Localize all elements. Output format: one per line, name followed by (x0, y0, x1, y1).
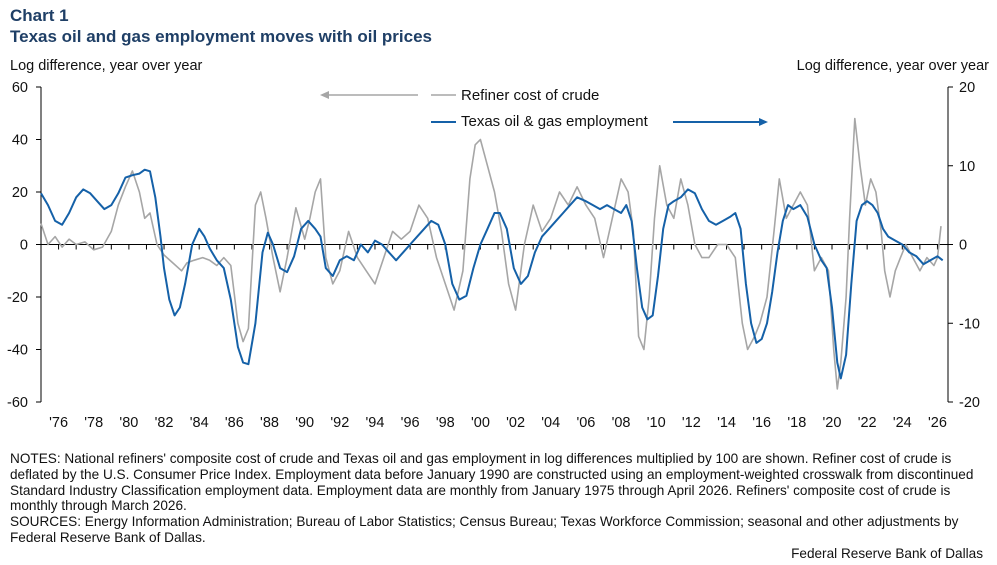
x-tick-label: '06 (576, 415, 595, 431)
x-tick-label: '14 (717, 415, 736, 431)
x-tick-label: '08 (612, 415, 631, 431)
x-tick-label: '88 (260, 415, 279, 431)
x-tick-label: '84 (190, 415, 209, 431)
chart-kicker: Chart 1 (10, 6, 69, 25)
left-tick-label: -60 (7, 395, 28, 411)
x-tick-label: '80 (119, 415, 138, 431)
x-tick-label: '12 (682, 415, 701, 431)
x-tick-label: '00 (471, 415, 490, 431)
right-tick-label: 10 (959, 159, 975, 175)
x-tick-label: '96 (401, 415, 420, 431)
x-tick-label: '10 (647, 415, 666, 431)
left-axis-label: Log difference, year over year (10, 58, 203, 74)
legend-arrowhead-crude (320, 91, 329, 99)
left-tick-label: -40 (7, 343, 28, 359)
x-tick-label: '78 (84, 415, 103, 431)
right-tick-label: -20 (959, 395, 980, 411)
x-tick-label: '20 (823, 415, 842, 431)
x-tick-label: '04 (541, 415, 560, 431)
left-tick-label: -20 (7, 290, 28, 306)
sources-text: SOURCES: Energy Information Administrati… (10, 514, 959, 545)
x-tick-label: '26 (928, 415, 947, 431)
x-tick-label: '98 (436, 415, 455, 431)
notes-text: NOTES: National refiners' composite cost… (10, 451, 974, 514)
legend-label-crude: Refiner cost of crude (461, 87, 599, 104)
left-tick-label: 0 (20, 238, 28, 254)
series-line-crude (40, 117, 942, 390)
x-tick-label: '92 (330, 415, 349, 431)
chart-title: Texas oil and gas employment moves with … (10, 27, 432, 46)
x-tick-label: '22 (858, 415, 877, 431)
line-chart: -60 -40 -20 0 20 40 60 -20 -10 0 10 20 '76 '78 '80 '82 '… (7, 80, 980, 431)
x-tick-label: '76 (49, 415, 68, 431)
right-axis-label: Log difference, year over year (796, 58, 989, 74)
left-tick-label: 40 (12, 133, 28, 149)
x-tick-label: '24 (893, 415, 912, 431)
right-tick-label: 20 (959, 80, 975, 96)
x-tick-label: '90 (295, 415, 314, 431)
series-line-employment (40, 168, 944, 380)
x-tick-label: '02 (506, 415, 525, 431)
left-tick-label: 60 (12, 80, 28, 96)
notes-block: NOTES: National refiners' composite cost… (10, 451, 985, 546)
x-tick-label: '86 (225, 415, 244, 431)
x-tick-label: '82 (155, 415, 174, 431)
right-tick-label: -10 (959, 316, 980, 332)
x-tick-label: '94 (366, 415, 385, 431)
left-tick-label: 20 (12, 185, 28, 201)
right-tick-label: 0 (959, 238, 967, 254)
credit-line: Federal Reserve Bank of Dallas (791, 546, 983, 561)
x-tick-label: '16 (752, 415, 771, 431)
legend-label-employment: Texas oil & gas employment (461, 113, 649, 130)
x-tick-label: '18 (787, 415, 806, 431)
legend-arrowhead-employment (759, 118, 768, 126)
